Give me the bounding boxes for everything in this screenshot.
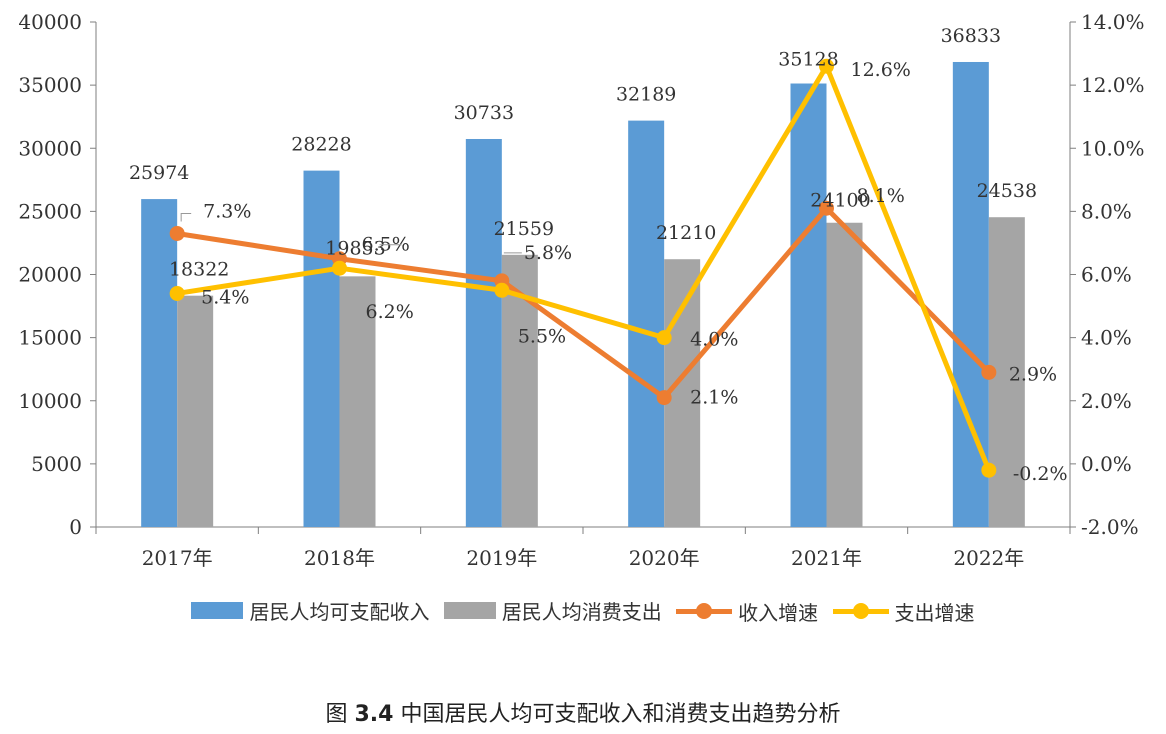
legend-label-income-growth: 收入增速 — [738, 600, 819, 625]
legend-swatch-spending-growth — [832, 603, 889, 619]
income-value-label: 35128 — [778, 49, 838, 71]
spending-growth-point — [332, 260, 347, 276]
income-value-label: 32189 — [616, 84, 676, 106]
spending-growth-line — [176, 63, 992, 472]
consumption-bar — [826, 222, 863, 528]
income-value-label: 28228 — [291, 134, 351, 156]
caption-prefix: 图 — [325, 702, 348, 727]
left-tick-label: 10000 — [18, 389, 82, 413]
income-growth-label: 8.1% — [857, 185, 905, 207]
combo-chart: 0 5000 10000 15000 20000 25000 30000 35000 40000… — [18, 10, 1145, 570]
caption-number: 3.4 — [354, 702, 394, 727]
right-tick-label: 10.0% — [1081, 136, 1145, 160]
legend-swatch-consumption — [443, 602, 496, 619]
left-tick-label: 20000 — [18, 263, 82, 287]
legend: 居民人均可支配收入 居民人均消费支出 收入增速 支出增速 — [0, 596, 1166, 626]
right-tick-label: 8.0% — [1081, 199, 1132, 223]
income-value-label: 36833 — [941, 25, 1001, 47]
spending-growth-point — [656, 330, 672, 346]
right-tick-label: 4.0% — [1081, 326, 1132, 350]
income-growth-point — [656, 390, 672, 406]
income-bar — [141, 199, 178, 527]
figure-caption: 图 3.4 中国居民人均可支配收入和消费支出趋势分析 — [0, 696, 1166, 728]
consumption-bar — [339, 276, 376, 527]
right-tick-label: 2.0% — [1081, 389, 1132, 413]
left-tick-label: 30000 — [18, 136, 82, 160]
consumption-bar — [177, 295, 214, 527]
legend-item-income: 居民人均可支配收入 — [191, 596, 429, 625]
legend-swatch-income-growth — [676, 603, 733, 619]
legend-item-consumption: 居民人均消费支出 — [443, 596, 662, 625]
income-growth-line — [176, 205, 991, 401]
consumption-value-label: 24100 — [810, 190, 870, 212]
consumption-value-label: 19853 — [325, 237, 385, 259]
legend-swatch-income — [191, 602, 244, 619]
left-tick-label: 35000 — [18, 73, 82, 97]
left-tick-label: 5000 — [31, 452, 82, 476]
right-tick-label: 12.0% — [1081, 73, 1145, 97]
legend-item-income-growth: 收入增速 — [676, 597, 818, 626]
legend-item-spending-growth: 支出增速 — [832, 597, 975, 626]
x-tick-label: 2018年 — [304, 546, 375, 570]
left-tick-label: 15000 — [18, 326, 82, 350]
legend-label-spending-growth: 支出增速 — [894, 600, 975, 625]
right-tick-label: 6.0% — [1081, 263, 1132, 287]
spending-growth-point — [981, 462, 997, 478]
spending-growth-label: 12.6% — [851, 59, 911, 81]
income-bar — [303, 170, 340, 527]
income-growth-label: 7.3% — [203, 200, 251, 222]
income-growth-leader — [180, 212, 192, 222]
x-tick-label: 2020年 — [629, 546, 700, 570]
right-tick-label: 0.0% — [1081, 452, 1132, 476]
right-tick-label: 14.0% — [1081, 10, 1145, 34]
x-tick-label: 2021年 — [791, 546, 862, 570]
spending-growth-point — [169, 285, 185, 301]
income-bar — [628, 120, 665, 527]
x-tick-label: 2019年 — [466, 546, 537, 570]
income-value-label: 25974 — [129, 162, 189, 184]
income-bar — [790, 83, 827, 527]
income-bar — [465, 138, 502, 527]
consumption-value-label: 24538 — [977, 180, 1037, 202]
left-tick-label: 40000 — [18, 10, 82, 34]
left-tick-label: 25000 — [18, 199, 82, 223]
spending-growth-label: -0.2% — [1013, 463, 1068, 485]
spending-growth-label: 5.5% — [518, 325, 566, 347]
x-tick-label: 2022年 — [953, 546, 1024, 570]
income-growth-point — [819, 200, 834, 216]
spending-growth-label: 4.0% — [690, 329, 738, 351]
income-growth-label: 2.1% — [690, 387, 738, 409]
consumption-value-label: 18322 — [169, 259, 229, 281]
income-growth-point — [981, 364, 997, 380]
consumption-value-label: 21559 — [494, 218, 554, 240]
caption-text: 中国居民人均可支配收入和消费支出趋势分析 — [400, 702, 841, 727]
legend-label-consumption: 居民人均消费支出 — [501, 600, 662, 624]
spending-growth-label: 6.2% — [366, 301, 414, 323]
income-growth-label: 2.9% — [1009, 363, 1057, 385]
spending-growth-point — [819, 58, 834, 74]
consumption-value-label: 21210 — [656, 222, 716, 244]
income-growth-label: 5.8% — [524, 242, 572, 264]
left-tick-label: 0 — [69, 515, 82, 539]
income-growth-point — [169, 225, 185, 241]
income-value-label: 30733 — [454, 102, 514, 124]
spending-growth-point — [494, 282, 510, 298]
spending-growth-label: 5.4% — [201, 286, 249, 308]
right-tick-label: -2.0% — [1081, 515, 1139, 539]
legend-label-income: 居民人均可支配收入 — [249, 600, 430, 624]
x-tick-label: 2017年 — [142, 546, 213, 570]
